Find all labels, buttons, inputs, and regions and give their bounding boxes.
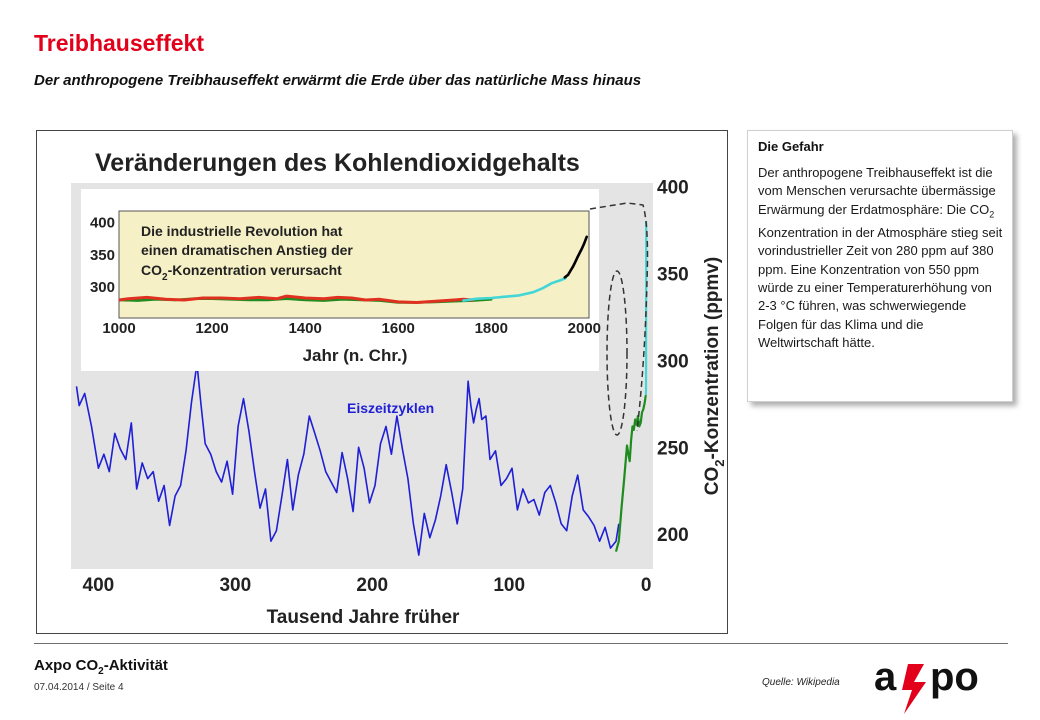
inset-x-tick-label-1: 1200 bbox=[195, 320, 228, 337]
source-note: Quelle: Wikipedia bbox=[762, 677, 840, 688]
x-tick-label-2: 200 bbox=[356, 575, 388, 596]
inset-x-tick-label-5: 2000 bbox=[568, 320, 601, 337]
main-series-line-1 bbox=[614, 394, 647, 552]
x-tick-label-0: 400 bbox=[83, 575, 115, 596]
inset-y-tick-label-1: 350 bbox=[90, 247, 115, 264]
y-tick-label-3: 350 bbox=[657, 264, 689, 285]
inset-x-tick-label-3: 1600 bbox=[382, 320, 415, 337]
inset-annotation-line3: CO2-Konzentration verursacht bbox=[141, 262, 342, 283]
info-text: Der anthropogene Treibhauseffekt ist die… bbox=[758, 165, 1003, 351]
x-axis-label: Tausend Jahre früher bbox=[267, 607, 460, 628]
y-axis-label: CO2-Konzentration (ppmv) bbox=[702, 257, 727, 495]
logo-text-a: a bbox=[874, 655, 897, 699]
footer-title: Axpo CO2-Aktivität bbox=[34, 657, 168, 677]
y-tick-label-0: 200 bbox=[657, 525, 689, 546]
axpo-logo: a po bbox=[874, 655, 979, 714]
x-tick-label-4: 0 bbox=[641, 575, 652, 596]
page-subtitle: Der anthropogene Treibhauseffekt erwärmt… bbox=[34, 72, 642, 89]
co2-figure: Veränderungen des Kohlendioxidgehalts 40… bbox=[36, 130, 728, 634]
inset-annotation-line1: Die industrielle Revolution hat bbox=[141, 223, 343, 239]
y-tick-label-1: 250 bbox=[657, 438, 689, 459]
info-box: Die Gefahr Der anthropogene Treibhauseff… bbox=[747, 130, 1013, 402]
info-heading: Die Gefahr bbox=[758, 139, 824, 154]
page-title: Treibhauseffekt bbox=[34, 30, 204, 56]
y-tick-label-4: 400 bbox=[657, 177, 689, 198]
inset-x-tick-label-2: 1400 bbox=[288, 320, 321, 337]
inset-y-tick-label-0: 300 bbox=[90, 279, 115, 296]
inset-annotation-line2: einen dramatischen Anstieg der bbox=[141, 242, 353, 258]
inset-series-line-1 bbox=[119, 294, 475, 304]
inset-x-axis-label: Jahr (n. Chr.) bbox=[303, 346, 408, 365]
footer-divider bbox=[34, 643, 1008, 644]
x-tick-label-1: 300 bbox=[219, 575, 251, 596]
ice-age-annotation: Eiszeitzyklen bbox=[347, 400, 434, 416]
y-tick-label-2: 300 bbox=[657, 351, 689, 372]
inset-x-tick-label-4: 1800 bbox=[475, 320, 508, 337]
logo-text-po: po bbox=[930, 655, 979, 699]
footer-date: 07.04.2014 / Seite 4 bbox=[34, 682, 124, 693]
main-series-line-0 bbox=[75, 363, 620, 556]
x-tick-label-3: 100 bbox=[493, 575, 525, 596]
zoom-ellipse bbox=[606, 270, 628, 436]
zoom-connector-line bbox=[589, 202, 649, 432]
co2-chart: Veränderungen des Kohlendioxidgehalts 40… bbox=[71, 149, 727, 628]
logo-bolt-icon bbox=[902, 664, 926, 714]
chart-title: Veränderungen des Kohlendioxidgehalts bbox=[95, 149, 580, 177]
inset-series-line-2 bbox=[462, 276, 568, 302]
inset-x-tick-label-0: 1000 bbox=[102, 320, 135, 337]
inset-y-tick-label-2: 400 bbox=[90, 215, 115, 232]
inset-series-line-3 bbox=[563, 235, 589, 279]
